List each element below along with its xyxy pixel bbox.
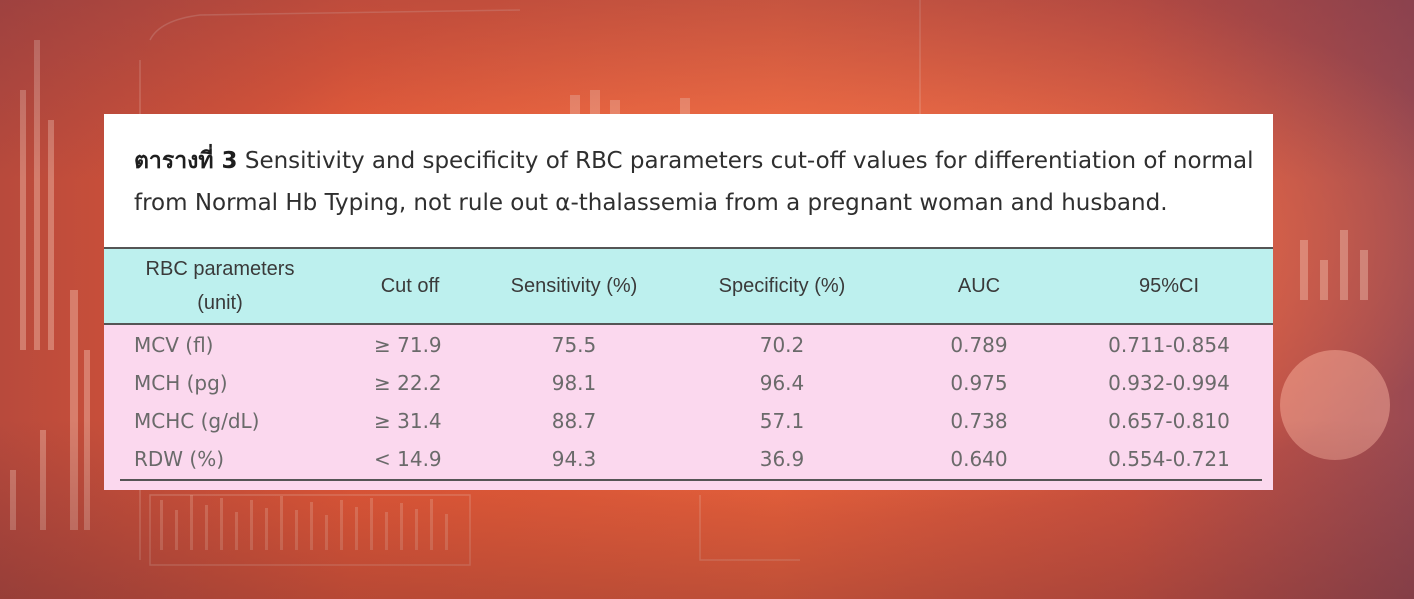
table-row: MCV (fl) ≥ 71.9 75.5 70.2 0.789 0.711-0.… [104, 326, 1273, 364]
table-header: RBC parameters (unit) Cut off Sensitivit… [104, 247, 1273, 325]
table-body: MCV (fl) ≥ 71.9 75.5 70.2 0.789 0.711-0.… [104, 325, 1273, 478]
table-card: ตารางที่ 3 Sensitivity and specificity o… [104, 114, 1273, 490]
cell-param: RDW (%) [134, 447, 225, 471]
cell-sensitivity: 75.5 [551, 333, 597, 357]
header-ci: 95%CI [1138, 275, 1200, 297]
cell-sensitivity: 98.1 [551, 371, 597, 395]
header-sensitivity: Sensitivity (%) [510, 275, 638, 297]
cell-param: MCH (pg) [134, 371, 228, 395]
cell-sensitivity: 88.7 [551, 409, 597, 433]
cell-ci: 0.711-0.854 [1108, 333, 1230, 357]
table-caption: ตารางที่ 3 Sensitivity and specificity o… [134, 140, 1254, 224]
cell-param: MCHC (g/dL) [134, 409, 260, 433]
cell-specificity: 36.9 [759, 447, 805, 471]
cell-cutoff: ≥ 31.4 [374, 409, 442, 433]
cell-auc: 0.789 [950, 333, 1008, 357]
header-param-line1: RBC parameters [145, 258, 295, 280]
cell-specificity: 96.4 [759, 371, 805, 395]
cell-ci: 0.657-0.810 [1108, 409, 1230, 433]
cell-ci: 0.932-0.994 [1108, 371, 1230, 395]
data-table: RBC parameters (unit) Cut off Sensitivit… [104, 247, 1273, 490]
table-row: MCH (pg) ≥ 22.2 98.1 96.4 0.975 0.932-0.… [104, 364, 1273, 402]
cell-cutoff: < 14.9 [374, 447, 442, 471]
header-auc: AUC [957, 275, 1001, 297]
cell-param: MCV (fl) [134, 333, 214, 357]
caption-text: Sensitivity and specificity of RBC param… [134, 148, 1254, 216]
header-param-line2: (unit) [197, 292, 243, 314]
cell-ci: 0.554-0.721 [1108, 447, 1230, 471]
table-bottom-rule [120, 479, 1262, 481]
table-row: RDW (%) < 14.9 94.3 36.9 0.640 0.554-0.7… [104, 440, 1273, 478]
cell-auc: 0.975 [950, 371, 1008, 395]
cell-cutoff: ≥ 22.2 [374, 371, 442, 395]
table-row: MCHC (g/dL) ≥ 31.4 88.7 57.1 0.738 0.657… [104, 402, 1273, 440]
caption-label: ตารางที่ 3 [134, 148, 238, 174]
header-cutoff: Cut off [380, 275, 440, 297]
cell-specificity: 57.1 [759, 409, 805, 433]
cell-sensitivity: 94.3 [551, 447, 597, 471]
cell-specificity: 70.2 [759, 333, 805, 357]
cell-cutoff: ≥ 71.9 [374, 333, 442, 357]
header-rbc-parameters: RBC parameters (unit) [130, 249, 310, 323]
header-specificity: Specificity (%) [718, 275, 846, 297]
cell-auc: 0.640 [950, 447, 1008, 471]
cell-auc: 0.738 [950, 409, 1008, 433]
